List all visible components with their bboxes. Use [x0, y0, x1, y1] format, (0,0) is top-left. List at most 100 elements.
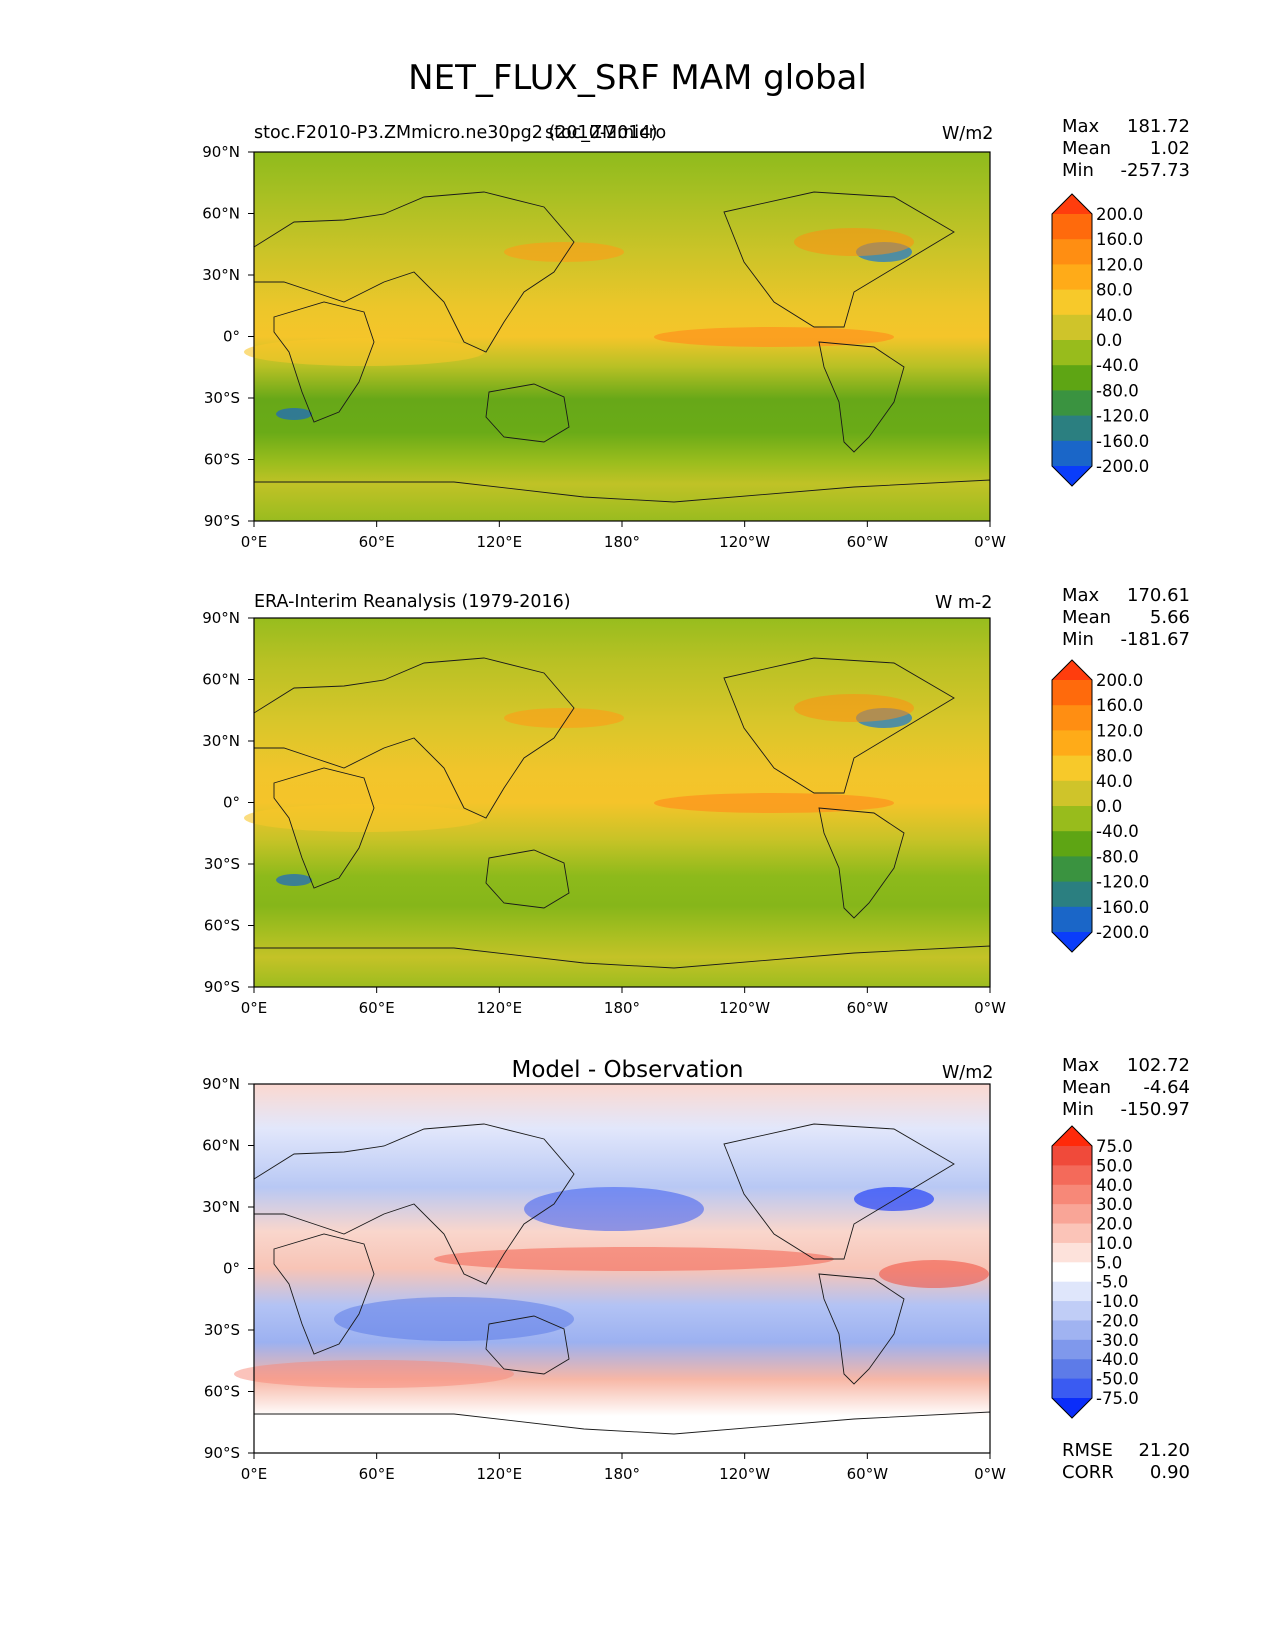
field-anomaly [879, 1260, 989, 1288]
stat-max-value: 102.72 [1127, 1055, 1190, 1076]
coastline [485, 383, 570, 443]
colorbar-label: 75.0 [1096, 1137, 1133, 1156]
rmse-label: RMSE [1062, 1440, 1113, 1461]
colorbar-label: 120.0 [1096, 255, 1143, 274]
x-tick-label: 120°E [477, 1465, 523, 1483]
y-tick-label: 30°N [202, 732, 240, 750]
coastline [723, 1123, 955, 1260]
colorbar-label: 30.0 [1096, 1195, 1133, 1214]
colorbar-outline [1051, 1125, 1093, 1419]
y-tick-label: 60°S [204, 917, 240, 935]
colorbar-extend-top [1052, 194, 1092, 214]
colorbar-label: -200.0 [1096, 457, 1149, 476]
colorbar-label: 0.0 [1096, 797, 1122, 816]
map-panel-3: 0°E 60°E 120°E 180° 120°W 60°W 0°W 90°N 60°N 30°N… [202, 1075, 1006, 1483]
x-tick-label: 120°W [719, 999, 770, 1017]
y-tick-label: 30°N [202, 266, 240, 284]
x-tick-label: 120°E [477, 533, 523, 551]
colorbar-label: -160.0 [1096, 898, 1149, 917]
coastline [273, 1233, 375, 1355]
field-anomaly [234, 1360, 514, 1388]
y-tick-label: 90°S [204, 1444, 240, 1462]
panel2-title-left: ERA-Interim Reanalysis (1979-2016) [254, 592, 571, 612]
x-tick-label: 0°E [241, 533, 268, 551]
y-tick-label: 90°N [202, 143, 240, 161]
stat-max-label: Max [1062, 585, 1100, 606]
colorbar-label: 40.0 [1096, 306, 1133, 325]
colorbar-segment [1052, 1320, 1092, 1341]
colorbar-label: 10.0 [1096, 1234, 1133, 1253]
coastline [253, 1123, 575, 1285]
y-tick-label: 0° [223, 794, 240, 812]
stat-min-label: Min [1062, 1099, 1094, 1120]
coastline [723, 191, 955, 328]
colorbar-segment [1052, 1204, 1092, 1225]
panel1-title-center: stoc_ZMmicro [545, 123, 667, 143]
field-anomaly [504, 242, 624, 262]
colorbar-label: -160.0 [1096, 432, 1149, 451]
stat-max-value: 181.72 [1127, 116, 1190, 137]
y-tick-label: 90°N [202, 1075, 240, 1093]
map-panel-1: 0°E 60°E 120°E 180° 120°W 60°W 0°W 90°N 60°N 30°N… [202, 143, 1006, 551]
coastline [818, 1273, 905, 1385]
colorbar-label: 5.0 [1096, 1253, 1122, 1272]
panel3-footer-stats: RMSE 21.20 CORR 0.90 [1062, 1440, 1190, 1484]
field-anomaly [854, 1187, 934, 1211]
x-tick-label: 120°W [719, 1465, 770, 1483]
x-tick-label: 180° [604, 533, 640, 551]
panel1-units: W/m2 [942, 124, 994, 144]
colorbar-segment [1052, 881, 1092, 908]
colorbar-label: -200.0 [1096, 923, 1149, 942]
colorbar-segment [1052, 239, 1092, 265]
stat-mean-value: -4.64 [1143, 1077, 1190, 1098]
y-tick-label: 0° [223, 1260, 240, 1278]
panel2-stats: Max 170.61 Mean 5.66 Min -181.67 [1062, 585, 1190, 651]
colorbar-outline [1051, 659, 1093, 953]
coastline [485, 849, 570, 909]
y-tick-label: 30°N [202, 1198, 240, 1216]
colorbar-segment [1052, 390, 1092, 417]
coastline [818, 341, 905, 453]
y-tick-label: 60°N [202, 1137, 240, 1155]
colorbar-label: -80.0 [1096, 381, 1139, 400]
panel3-title-center: Model - Observation [511, 1057, 744, 1083]
stat-min-value: -181.67 [1120, 629, 1190, 650]
stat-min-value: -150.97 [1120, 1099, 1190, 1120]
colorbar-segment [1052, 1281, 1092, 1302]
colorbar-label: -120.0 [1096, 407, 1149, 426]
y-tick-label: 60°N [202, 671, 240, 689]
colorbar-segment [1052, 1146, 1092, 1166]
x-tick-label: 0°E [241, 999, 268, 1017]
colorbar-outline [1051, 193, 1093, 487]
panel3-units: W/m2 [942, 1063, 994, 1083]
colorbar-3: 75.050.040.030.020.010.05.0-5.0-10.0-20.… [1051, 1125, 1139, 1419]
corr-value: 0.90 [1149, 1462, 1190, 1483]
colorbar-segment [1052, 264, 1092, 291]
colorbar-label: 40.0 [1096, 772, 1133, 791]
y-tick-label: 0° [223, 328, 240, 346]
field-anomaly [794, 228, 914, 256]
x-tick-label: 0°W [974, 1465, 1006, 1483]
panel1-stats: Max 181.72 Mean 1.02 Min -257.73 [1062, 116, 1190, 182]
colorbar-label: -120.0 [1096, 873, 1149, 892]
panel1-title-left: stoc.F2010-P3.ZMmicro.ne30pg2 (2010-2014… [254, 123, 658, 143]
field-anomaly [524, 1187, 704, 1231]
colorbar-segment [1052, 1242, 1092, 1263]
y-tick-label: 60°S [204, 1383, 240, 1401]
panel2-units: W m-2 [935, 593, 993, 613]
map-panel-2: 0°E 60°E 120°E 180° 120°W 60°W 0°W 90°N 60°N 30°N… [202, 609, 1006, 1017]
coastline [253, 657, 575, 819]
figure-title: NET_FLUX_SRF MAM global [408, 58, 867, 98]
colorbar-extend-top [1052, 1126, 1092, 1146]
colorbar-label: 160.0 [1096, 696, 1143, 715]
colorbar-segment [1052, 906, 1092, 933]
colorbar-1: 200.0 160.0 120.0 80.0 40.0 0.0 -40.0 -80.0 -120… [1051, 193, 1149, 487]
coastline [273, 767, 375, 889]
x-tick-label: 0°E [241, 1465, 268, 1483]
field-anomaly [504, 708, 624, 728]
stat-min-label: Min [1062, 629, 1094, 650]
colorbar-label: -10.0 [1096, 1292, 1139, 1311]
colorbar-extend-bottom [1052, 466, 1092, 486]
y-tick-label: 90°S [204, 512, 240, 530]
